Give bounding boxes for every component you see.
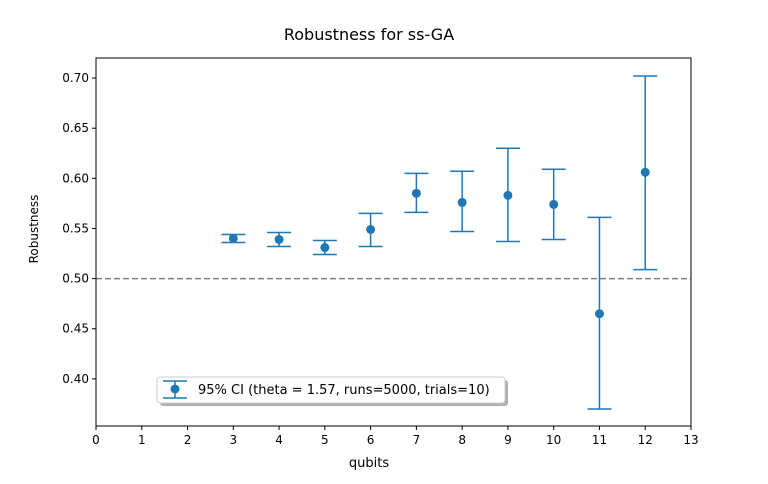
y-tick-label: 0.55 xyxy=(62,221,89,235)
data-point-group xyxy=(495,147,520,243)
data-point xyxy=(411,188,421,198)
x-tick-label: 1 xyxy=(138,433,146,447)
legend-label: 95% CI (theta = 1.57, runs=5000, trials=… xyxy=(198,383,490,398)
chart-title: Robustness for ss-GA xyxy=(284,25,454,44)
x-axis-label: qubits xyxy=(349,456,389,471)
plot-area xyxy=(96,75,691,410)
data-point-group xyxy=(312,239,337,256)
data-point xyxy=(457,197,467,207)
x-axis: 0 1 2 3 4 5 6 7 8 9 10 11 12 13 xyxy=(92,426,699,447)
y-axis: 0.40 0.45 0.50 0.55 0.60 0.65 0.70 xyxy=(62,71,96,386)
plot-frame xyxy=(95,57,692,427)
data-point xyxy=(274,234,284,244)
data-point-group xyxy=(221,233,246,244)
y-tick-label: 0.45 xyxy=(62,322,89,336)
data-point xyxy=(320,243,330,253)
x-tick-label: 6 xyxy=(367,433,375,447)
x-tick-label: 11 xyxy=(592,433,607,447)
y-tick-label: 0.70 xyxy=(62,71,89,85)
legend-marker xyxy=(163,380,187,399)
x-tick-label: 8 xyxy=(458,433,466,447)
x-tick-label: 2 xyxy=(184,433,192,447)
data-point-group xyxy=(358,212,383,248)
data-point xyxy=(503,190,513,200)
data-point-group xyxy=(587,216,612,410)
data-point-group xyxy=(267,231,292,248)
x-tick-label: 13 xyxy=(683,433,698,447)
data-point xyxy=(549,199,559,209)
y-tick-label: 0.60 xyxy=(62,171,89,185)
x-tick-label: 12 xyxy=(638,433,653,447)
x-tick-label: 10 xyxy=(546,433,561,447)
data-point xyxy=(228,233,238,243)
data-point-group xyxy=(450,170,475,233)
data-point xyxy=(640,167,650,177)
x-tick-label: 5 xyxy=(321,433,329,447)
x-tick-label: 4 xyxy=(275,433,283,447)
y-axis-label: Robustness xyxy=(27,195,41,264)
legend-box xyxy=(156,376,506,404)
y-tick-label: 0.65 xyxy=(62,121,89,135)
x-tick-label: 9 xyxy=(504,433,512,447)
y-tick-label: 0.50 xyxy=(62,272,89,286)
data-point xyxy=(366,224,376,234)
x-tick-label: 7 xyxy=(413,433,421,447)
data-point-group xyxy=(633,75,658,271)
x-tick-label: 3 xyxy=(229,433,237,447)
y-tick-label: 0.40 xyxy=(62,372,89,386)
legend: 95% CI (theta = 1.57, runs=5000, trials=… xyxy=(156,376,508,406)
x-tick-label: 0 xyxy=(92,433,100,447)
data-point-group xyxy=(541,168,566,241)
data-point xyxy=(594,309,604,319)
data-point-group xyxy=(404,172,429,214)
